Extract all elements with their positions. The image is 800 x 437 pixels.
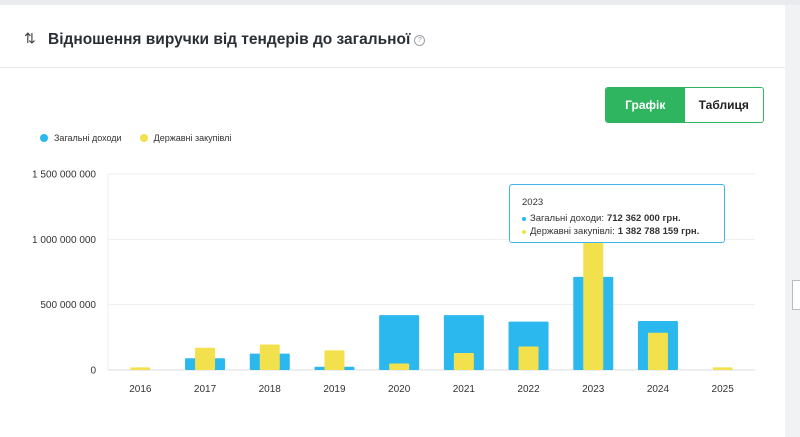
bar-state — [453, 353, 474, 370]
bar-state — [259, 344, 280, 370]
x-tick-label: 2025 — [712, 384, 735, 395]
legend-label-state: Державні закупівлі — [153, 133, 232, 143]
bar-state — [518, 346, 539, 370]
tooltip-state-value: 1 382 788 159 грн. — [617, 226, 700, 237]
page-scrollbar[interactable] — [792, 280, 800, 310]
x-tick-label: 2017 — [194, 384, 217, 395]
tooltip-row-total: Загальні доходи: 712 362 000 грн. — [522, 213, 724, 224]
bar-state — [647, 332, 668, 370]
card-header: ⇅ Відношення виручки від тендерів до заг… — [0, 5, 785, 68]
view-toggle: Графік Таблиця — [605, 87, 764, 123]
help-icon[interactable]: ? — [414, 35, 426, 46]
y-tick-label: 500 000 000 — [40, 300, 96, 311]
table-view-button[interactable]: Таблиця — [684, 88, 763, 122]
legend-dot-state — [139, 134, 148, 142]
y-tick-label: 1 000 000 000 — [32, 235, 96, 246]
legend-item-total[interactable]: Загальні доходи — [40, 133, 122, 143]
bar-state — [130, 367, 151, 370]
sort-arrows-icon[interactable]: ⇅ — [24, 30, 36, 46]
x-tick-label: 2022 — [517, 384, 540, 395]
chart-view-button[interactable]: Графік — [606, 88, 685, 122]
tooltip-state-label: Державні закупівлі: — [530, 226, 615, 237]
x-tick-label: 2024 — [647, 384, 670, 395]
x-tick-label: 2023 — [582, 384, 605, 395]
tooltip-row-state: Державні закупівлі: 1 382 788 159 грн. — [522, 226, 724, 237]
card-title-text: Відношення виручки від тендерів до загал… — [48, 31, 411, 48]
y-tick-label: 1 500 000 000 — [32, 170, 96, 181]
legend-item-state[interactable]: Державні закупівлі — [139, 133, 232, 143]
x-tick-label: 2016 — [129, 384, 152, 395]
tooltip-year: 2023 — [522, 197, 544, 208]
x-tick-label: 2021 — [453, 384, 476, 395]
tooltip-total-value: 712 362 000 грн. — [606, 213, 681, 224]
bar-state — [389, 363, 410, 370]
legend-dot-total — [40, 134, 48, 142]
top-strip — [0, 0, 800, 5]
x-tick-label: 2020 — [388, 384, 411, 395]
y-tick-label: 0 — [90, 366, 96, 377]
chart-legend: Загальні доходи Державні закупівлі — [40, 133, 249, 143]
x-tick-label: 2019 — [323, 384, 346, 395]
chart-tooltip: 2023 Загальні доходи: 712 362 000 грн. Д… — [509, 184, 725, 243]
tooltip-total-label: Загальні доходи: — [530, 213, 604, 224]
card-title: Відношення виручки від тендерів до загал… — [48, 31, 426, 49]
bar-state — [712, 367, 733, 370]
tooltip-bullet-total — [522, 216, 526, 221]
x-tick-label: 2018 — [259, 384, 282, 395]
bar-state — [195, 347, 216, 370]
tooltip-bullet-state — [522, 229, 526, 234]
bar-total — [379, 315, 420, 370]
bar-state — [324, 350, 345, 370]
legend-label-total: Загальні доходи — [54, 133, 122, 143]
